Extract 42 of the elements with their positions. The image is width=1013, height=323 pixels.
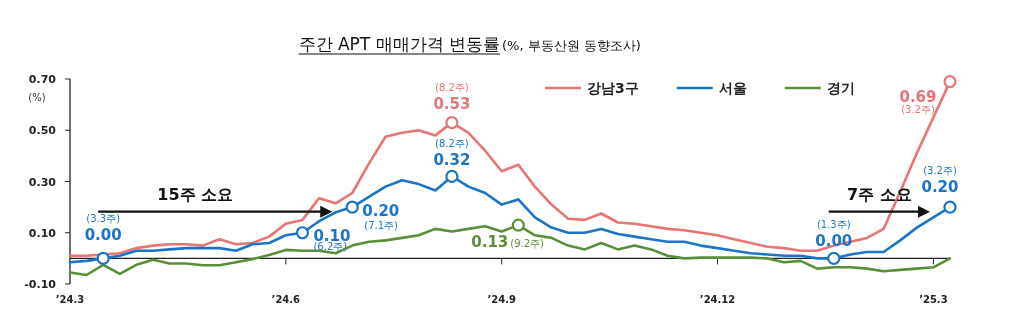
point: [943, 200, 957, 214]
x-tick-label: ’24.6: [271, 294, 301, 305]
chart-subtitle: (%, 부동산원 동향조사): [502, 38, 641, 53]
legend-label: 경기: [826, 80, 855, 96]
annotation: (9.2주): [510, 238, 545, 250]
y-tick-label: -0.10: [24, 278, 57, 291]
point: [96, 251, 110, 265]
annotation: (8.2주): [435, 138, 469, 150]
annotation: (8.2주): [435, 81, 469, 93]
y-tick-label: 0.50: [28, 124, 57, 138]
y-axis-title: (%): [28, 92, 46, 103]
point: [295, 226, 310, 240]
data-label: 0.13: [471, 233, 509, 252]
annotation: (3.2주): [901, 103, 935, 115]
annotation: (3.3주): [86, 213, 121, 225]
point: [445, 169, 459, 183]
point: [345, 200, 359, 214]
x-tick-label: ’24.3: [55, 294, 85, 305]
data-label: 0.00: [84, 226, 122, 245]
point: [511, 218, 525, 232]
annotation: 15주 소요: [157, 184, 234, 204]
data-label: 0.20: [921, 178, 959, 197]
data-label: 0.32: [433, 151, 471, 170]
chart-title: 주간 APT 매매가격 변동률: [298, 34, 500, 54]
legend-label: 서울: [718, 80, 747, 96]
y-tick-label: 0.30: [28, 175, 57, 189]
point: [445, 115, 459, 130]
y-tick-label: 0.70: [28, 73, 57, 86]
x-tick-label: ’24.9: [487, 294, 516, 305]
y-tick-label: 0.10: [28, 226, 57, 240]
data-label: 0.53: [433, 94, 471, 113]
x-tick-label: ’25.3: [919, 294, 948, 305]
legend-label: 강남3구: [587, 80, 639, 96]
annotation: (1.3주): [816, 219, 851, 231]
x-tick-label: ’24.12: [699, 294, 736, 305]
data-label: 0.00: [815, 232, 853, 251]
data-label: 0.69: [899, 87, 937, 106]
annotation: (7.1주): [364, 220, 399, 232]
point: [943, 74, 957, 89]
data-label: 0.20: [362, 202, 400, 221]
point: [827, 251, 841, 265]
annotation: (3.2주): [923, 165, 957, 177]
